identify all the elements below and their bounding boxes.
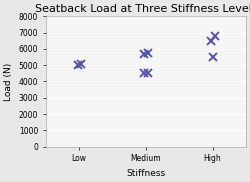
- Title: Seatback Load at Three Stiffness Levels: Seatback Load at Three Stiffness Levels: [34, 4, 250, 14]
- X-axis label: Stiffness: Stiffness: [126, 169, 166, 178]
- Y-axis label: Load (N): Load (N): [4, 62, 13, 101]
